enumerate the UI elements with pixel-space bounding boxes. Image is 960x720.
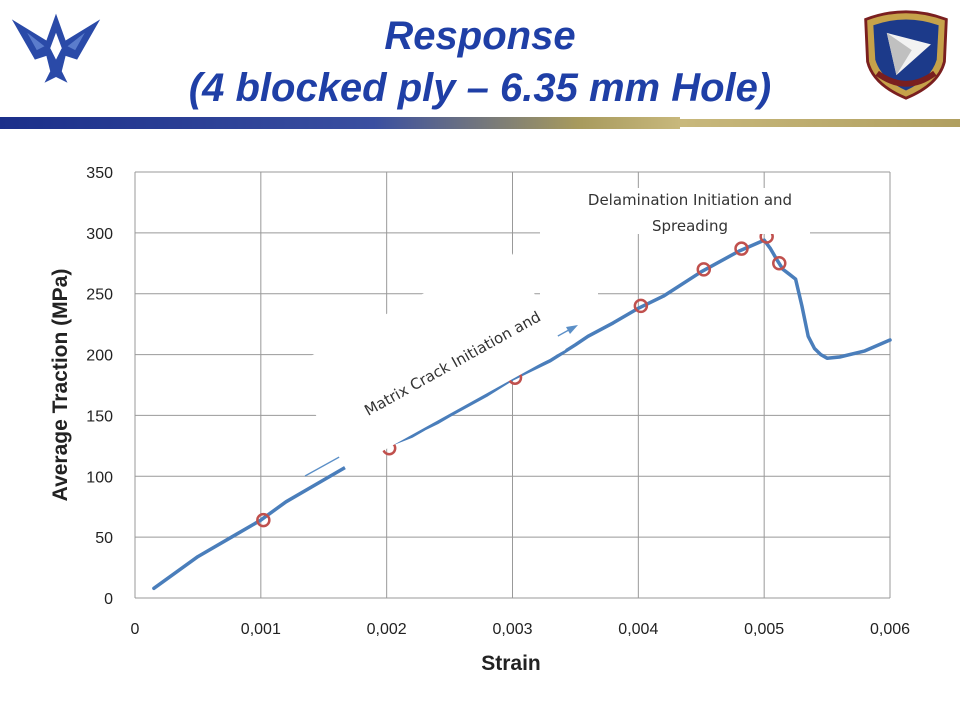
event-marker (772, 256, 787, 271)
y-tick-label: 100 (86, 469, 113, 486)
event-marker (696, 262, 712, 277)
event-marker (256, 512, 271, 528)
event-marker (633, 298, 649, 314)
y-tick-label: 50 (95, 530, 113, 547)
y-tick-label: 250 (86, 287, 113, 304)
afrl-shield-logo-icon (864, 10, 948, 100)
event-marker (734, 241, 749, 256)
y-axis-title: Average Traction (MPa) (49, 269, 72, 502)
y-tick-label: 200 (86, 348, 113, 365)
header-divider-bar (0, 117, 960, 129)
y-tick-label: 350 (86, 165, 113, 182)
x-tick-label: 0,002 (367, 621, 407, 638)
x-tick-label: 0,005 (744, 621, 784, 638)
y-tick-label: 300 (86, 226, 113, 243)
slide-title-line1: Response (384, 14, 576, 58)
x-tick-label: 0,004 (618, 621, 658, 638)
x-axis-title: Strain (481, 652, 541, 675)
matrix-crack-arrowhead (566, 325, 578, 334)
y-tick-label: 0 (104, 591, 113, 608)
x-tick-label: 0,003 (492, 621, 532, 638)
delamination-annotation-line2: Spreading (652, 217, 728, 235)
x-tick-label: 0,006 (870, 621, 910, 638)
delamination-annotation-line1: Delamination Initiation and (588, 191, 792, 209)
x-tick-label: 0,001 (241, 621, 281, 638)
x-tick-label: 0 (131, 621, 140, 638)
slide-title-line2: (4 blocked ply – 6.35 mm Hole) (188, 66, 772, 110)
traction-strain-chart: 0 0,001 0,002 0,003 0,004 0,005 0,006 0 50 100 150… (49, 165, 910, 675)
y-tick-label: 150 (86, 408, 113, 425)
air-force-logo-icon (11, 13, 101, 83)
